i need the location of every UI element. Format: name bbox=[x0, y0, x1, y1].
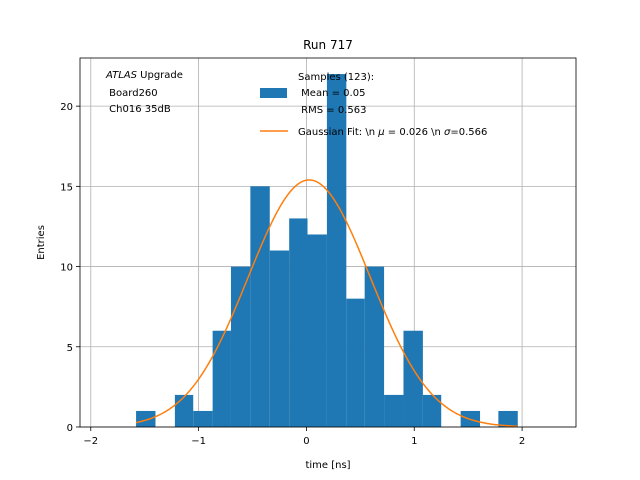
svg-text:ATLAS Upgrade: ATLAS Upgrade bbox=[105, 70, 183, 81]
legend-rms-label: RMS = 0.563 bbox=[298, 105, 366, 116]
histogram-bar bbox=[212, 330, 231, 427]
x-axis-label: time [ns] bbox=[305, 460, 350, 471]
legend-mean-label: Mean = 0.05 bbox=[298, 88, 365, 99]
annotation-channel: Ch016 35dB bbox=[106, 104, 171, 115]
legend-fit-sigma-symbol: σ bbox=[444, 127, 451, 138]
legend-histogram-swatch bbox=[260, 88, 287, 98]
x-tick-label: −1 bbox=[191, 436, 206, 447]
histogram-bar bbox=[307, 234, 327, 427]
histogram-bar bbox=[384, 394, 404, 427]
y-tick-label: 10 bbox=[60, 263, 73, 274]
legend-fit-suffix: =0.566 bbox=[450, 127, 487, 138]
histogram-bar bbox=[136, 410, 156, 427]
y-tick-label: 15 bbox=[60, 182, 73, 193]
x-axis-ticks: −2 −1 0 1 2 bbox=[83, 427, 525, 447]
legend: Samples (123): Mean = 0.05 RMS = 0.563 G… bbox=[260, 72, 487, 138]
legend-fit-mid: = 0.026 \n bbox=[385, 127, 444, 138]
plot-frame bbox=[79, 57, 577, 428]
histogram-bar bbox=[422, 394, 442, 427]
legend-samples-label: Samples (123): bbox=[298, 72, 374, 83]
histogram-bars bbox=[136, 74, 518, 427]
annotation-atlas: ATLAS bbox=[105, 70, 138, 81]
x-tick-label: 2 bbox=[519, 436, 525, 447]
atlas-annotation: ATLAS Upgrade Board260 Ch016 35dB bbox=[105, 70, 183, 115]
y-axis-ticks: 0 5 10 15 20 bbox=[60, 102, 80, 434]
chart-title: Run 717 bbox=[303, 38, 353, 52]
histogram-bar bbox=[250, 186, 270, 427]
gaussian-fit-line bbox=[135, 179, 518, 428]
legend-fit-mu-symbol: μ bbox=[377, 127, 384, 138]
histogram-bar bbox=[174, 394, 194, 427]
x-tick-label: 1 bbox=[411, 436, 417, 447]
x-tick-label: 0 bbox=[303, 436, 309, 447]
y-tick-label: 20 bbox=[60, 102, 73, 113]
legend-fit-label: Gaussian Fit: \n μ = 0.026 \n σ=0.566 bbox=[298, 127, 487, 138]
histogram-bar bbox=[289, 218, 308, 427]
y-tick-label: 5 bbox=[67, 343, 73, 354]
y-tick-label: 0 bbox=[67, 423, 73, 434]
annotation-board: Board260 bbox=[106, 88, 158, 99]
histogram-bar bbox=[403, 330, 423, 427]
x-tick-label: −2 bbox=[83, 436, 98, 447]
histogram-bar bbox=[346, 298, 365, 427]
histogram-bar bbox=[498, 410, 518, 427]
histogram-bar bbox=[364, 266, 385, 427]
histogram-bar bbox=[230, 266, 251, 427]
histogram-bar bbox=[326, 74, 347, 427]
annotation-upgrade: Upgrade bbox=[137, 70, 183, 81]
histogram-bar bbox=[269, 250, 290, 427]
y-axis-label: Entries bbox=[36, 225, 47, 260]
legend-fit-prefix: Gaussian Fit: \n bbox=[298, 127, 378, 138]
histogram-bar bbox=[193, 410, 213, 427]
